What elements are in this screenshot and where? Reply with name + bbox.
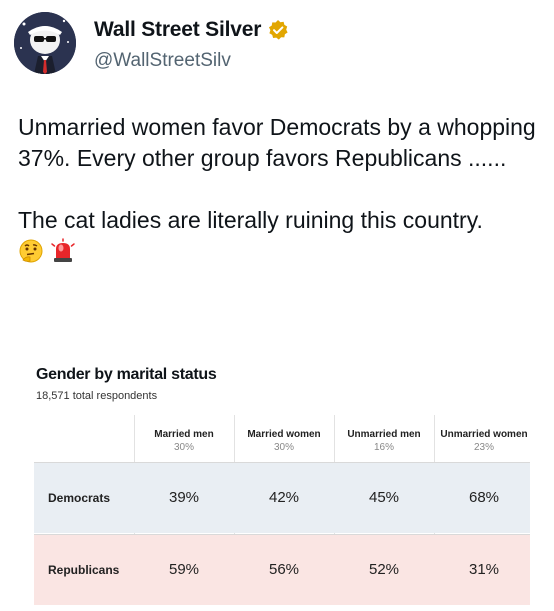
column-header: Unmarried women 23% [434, 428, 534, 454]
table-cell: 31% [468, 561, 500, 578]
table-cell: 52% [368, 561, 400, 578]
table-cell: 42% [268, 489, 300, 506]
column-share: 30% [273, 442, 294, 453]
column-header: Married men 30% [134, 428, 234, 454]
column-header: Married women 30% [234, 428, 334, 454]
column-share: 30% [173, 442, 194, 453]
avatar[interactable] [14, 12, 76, 74]
table-cell: 59% [168, 561, 200, 578]
tweet-paragraph: The cat ladies are literally ruining thi… [18, 207, 483, 233]
table-row: Republicans 59% 56% 52% 31% [34, 534, 530, 605]
column-header: Unmarried men 16% [334, 428, 434, 454]
tweet-header: Wall Street Silver @WallStreetSilv [14, 12, 544, 76]
tweet-media-image[interactable]: Gender by marital status 18,571 total re… [28, 360, 538, 605]
row-label: Democrats [48, 491, 111, 505]
column-label: Unmarried women [440, 429, 528, 440]
row-label: Republicans [48, 563, 120, 577]
verified-badge-icon [267, 19, 289, 41]
author-display-name[interactable]: Wall Street Silver [94, 18, 262, 41]
column-label: Married women [247, 429, 321, 440]
column-label: Unmarried men [347, 429, 421, 440]
tweet-paragraph: Unmarried women favor Democrats by a who… [18, 114, 536, 171]
table-row: Democrats 39% 42% 45% 68% [34, 462, 530, 533]
table-subtitle: 18,571 total respondents [36, 390, 158, 402]
tweet-text: Unmarried women favor Democrats by a who… [18, 112, 538, 264]
police-light-icon [50, 238, 76, 264]
thinking-face-icon [18, 238, 44, 264]
table-cell: 56% [268, 561, 300, 578]
table-cell: 39% [168, 489, 200, 506]
column-share: 23% [473, 442, 494, 453]
column-share: 16% [373, 442, 394, 453]
author-handle[interactable]: @WallStreetSilv [94, 50, 231, 71]
table-cell: 45% [368, 489, 400, 506]
table-cell: 68% [468, 489, 500, 506]
column-label: Married men [154, 429, 214, 440]
table-title: Gender by marital status [36, 366, 217, 383]
bull-avatar-icon [14, 12, 76, 74]
